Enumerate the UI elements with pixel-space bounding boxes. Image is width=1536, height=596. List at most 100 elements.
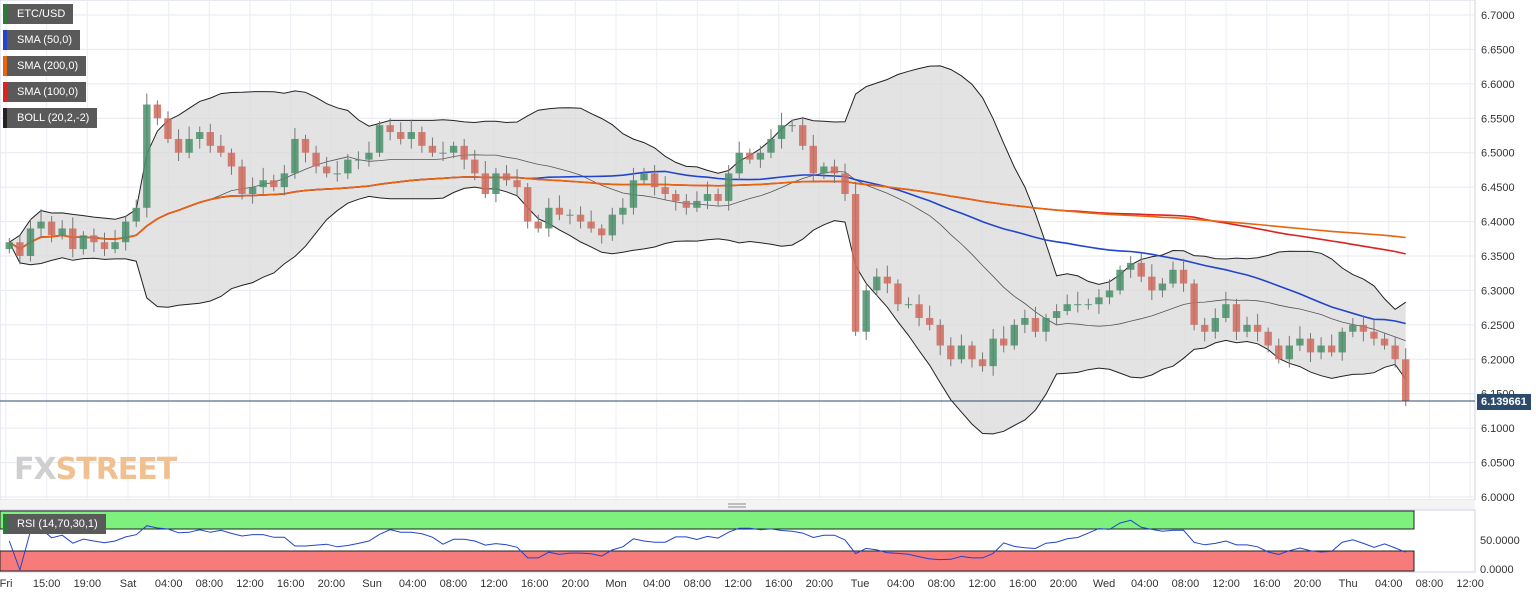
candle <box>354 151 363 170</box>
x-tick-label: 12:00 <box>1456 578 1484 590</box>
candle <box>598 224 606 244</box>
candle <box>1010 319 1018 350</box>
candle <box>1031 306 1040 338</box>
candle <box>449 141 458 159</box>
x-tick-label: Sun <box>362 578 382 590</box>
x-tick-label: 16:00 <box>1009 578 1037 590</box>
candle <box>661 176 669 200</box>
candle <box>238 159 246 200</box>
candle <box>227 148 236 175</box>
candle <box>1137 253 1145 283</box>
candle <box>608 207 616 241</box>
candle <box>196 126 204 149</box>
candle <box>280 165 289 196</box>
candle <box>936 319 944 356</box>
rsi-tick-50: 50.0000 <box>1480 535 1520 547</box>
x-tick-label: 20:00 <box>562 578 590 590</box>
candle <box>407 119 415 149</box>
legend-item[interactable]: BOLL (20,2,-2) <box>3 108 98 128</box>
x-tick-label: 16:00 <box>521 578 549 590</box>
x-tick-label: Thu <box>1339 578 1358 590</box>
y-tick-label: 6.3000 <box>1481 285 1515 297</box>
candle <box>1317 337 1325 360</box>
candle <box>523 183 532 229</box>
legend-item[interactable]: SMA (50,0) <box>3 30 81 50</box>
candle <box>312 145 320 174</box>
x-tick-label: 04:00 <box>1131 578 1159 590</box>
x-tick-label: Fri <box>0 578 12 590</box>
x-tick-label: Tue <box>851 578 870 590</box>
candle <box>693 191 701 212</box>
candle <box>418 126 426 153</box>
candle <box>26 218 35 262</box>
candle <box>1338 327 1346 361</box>
y-tick-label: 6.4000 <box>1481 217 1515 229</box>
candle <box>672 189 680 211</box>
candle <box>587 210 595 233</box>
candle <box>322 156 331 178</box>
legend-item[interactable]: SMA (100,0) <box>3 82 87 102</box>
candle <box>502 165 511 186</box>
candle <box>873 268 881 296</box>
candle <box>925 305 934 331</box>
candle <box>1275 338 1283 364</box>
candle <box>883 265 892 294</box>
rsi-legend[interactable]: RSI (14,70,30,1) <box>3 514 106 534</box>
candle <box>5 238 13 254</box>
legend-item[interactable]: SMA (200,0) <box>3 56 87 76</box>
y-tick-label: 6.2500 <box>1481 320 1515 332</box>
candle <box>841 163 849 201</box>
pane-splitter[interactable] <box>0 500 1475 510</box>
candle <box>16 235 24 265</box>
candle <box>555 195 564 221</box>
x-axis: Fri 15:00 19:00 Sat 04:00 08:00 12:00 16:00 20:0… <box>0 578 1484 590</box>
candle <box>830 159 839 184</box>
candle <box>545 198 553 237</box>
candle <box>746 148 754 164</box>
x-tick-label: 20:00 <box>806 578 834 590</box>
candle <box>301 134 310 163</box>
candle <box>1063 294 1071 316</box>
rsi-tick-0: 0.0000 <box>1480 564 1514 576</box>
candle <box>1190 279 1198 331</box>
candle <box>121 216 130 251</box>
x-tick-label: 15:00 <box>33 578 61 590</box>
candle <box>862 284 870 341</box>
y-tick-label: 6.1000 <box>1481 423 1515 435</box>
candle <box>640 167 648 185</box>
candle <box>1042 313 1050 342</box>
candle <box>989 328 997 376</box>
candle <box>481 160 490 199</box>
candle <box>904 297 913 309</box>
candle <box>174 129 183 161</box>
candle <box>439 141 447 161</box>
candle <box>1243 316 1251 338</box>
candle <box>1201 317 1209 342</box>
x-tick-label: 04:00 <box>887 578 915 590</box>
candle <box>566 209 574 225</box>
legend-item[interactable]: ETC/USD <box>3 4 74 24</box>
candle <box>1359 315 1368 342</box>
candle <box>1285 335 1294 368</box>
candle <box>344 154 352 179</box>
candle <box>894 279 902 312</box>
candle <box>1327 334 1336 357</box>
candles <box>5 93 1410 407</box>
candle <box>1391 337 1399 368</box>
candle <box>143 93 151 218</box>
candle <box>619 198 627 225</box>
x-tick-label: 20:00 <box>1050 578 1078 590</box>
candle <box>1380 333 1389 350</box>
x-tick-label: Sat <box>120 578 137 590</box>
bollinger-upper <box>9 65 1406 311</box>
candle <box>375 121 384 157</box>
candle <box>1116 265 1124 295</box>
candle <box>1264 327 1272 353</box>
x-tick-label: 04:00 <box>643 578 671 590</box>
rsi-oversold-zone <box>0 550 1415 572</box>
candle <box>576 206 585 229</box>
candle <box>386 118 394 141</box>
candle <box>513 169 521 197</box>
candle <box>1148 264 1156 301</box>
